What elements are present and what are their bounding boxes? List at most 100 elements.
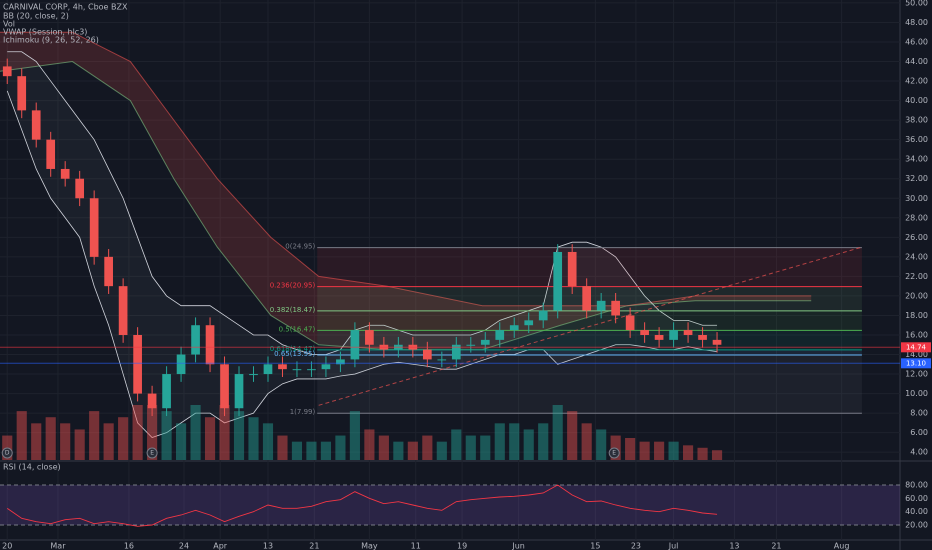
x-tick-label: May bbox=[361, 542, 378, 550]
candle-body bbox=[683, 330, 693, 335]
volume-bar bbox=[103, 423, 114, 460]
y-tick-label: 24.00 bbox=[905, 252, 928, 261]
candle-body bbox=[336, 359, 345, 365]
event-label: E bbox=[150, 450, 154, 457]
y-tick-label: 44.00 bbox=[905, 57, 928, 66]
volume-bar bbox=[335, 435, 346, 460]
candle-body bbox=[524, 320, 534, 326]
candle-body bbox=[654, 334, 664, 340]
x-tick-label: Apr bbox=[213, 542, 228, 550]
x-tick-label: Jun bbox=[511, 542, 525, 550]
chart-title: CARNIVAL CORP, 4h, Cboe BZX bbox=[3, 3, 128, 12]
volume-bar bbox=[711, 450, 723, 460]
bb-fill bbox=[7, 51, 718, 438]
y-tick-label: 28.00 bbox=[905, 213, 928, 222]
volume-bar bbox=[190, 405, 201, 460]
x-tick-label: 16 bbox=[124, 542, 134, 550]
volume-bar bbox=[436, 441, 447, 460]
candle-body bbox=[220, 364, 229, 409]
y-tick-label: 40.00 bbox=[905, 96, 928, 105]
volume-bar bbox=[147, 405, 158, 460]
candle-body bbox=[437, 359, 447, 361]
price-tag-label: 13.10 bbox=[906, 359, 926, 367]
candle-body bbox=[712, 339, 722, 345]
volume-bar bbox=[581, 423, 592, 460]
candle-body bbox=[2, 66, 12, 77]
y-tick-label: 6.00 bbox=[910, 428, 928, 437]
volume-bar bbox=[407, 441, 418, 460]
y-tick-label: 4.00 bbox=[910, 448, 928, 457]
event-label: E bbox=[612, 450, 616, 457]
trend-line bbox=[318, 246, 863, 406]
event-label: D bbox=[5, 450, 10, 457]
volume-bar bbox=[683, 445, 694, 460]
indicator-label: BB (20, close, 2) bbox=[3, 12, 69, 21]
volume-bar bbox=[118, 417, 129, 460]
x-tick-label: 21 bbox=[309, 542, 319, 550]
indicator-label: VWAP (Session, hlc3) bbox=[3, 28, 87, 37]
candle-body bbox=[89, 198, 99, 257]
x-tick-label: 24 bbox=[179, 542, 189, 550]
y-tick-label: 32.00 bbox=[905, 174, 928, 183]
candle-body bbox=[509, 325, 519, 331]
price-tag bbox=[901, 342, 931, 353]
fib-label: 0.618(14.47) bbox=[270, 345, 316, 353]
candle-body bbox=[191, 325, 200, 355]
bb-lower bbox=[6, 90, 718, 438]
volume-bar bbox=[233, 411, 245, 460]
y-tick-label: 38.00 bbox=[905, 116, 928, 125]
rsi-tick-label: 60.00 bbox=[905, 494, 928, 503]
volume-bar bbox=[31, 423, 42, 460]
candle-body bbox=[75, 178, 85, 199]
volume-bar bbox=[494, 423, 505, 460]
x-tick-label: 20 bbox=[2, 542, 12, 550]
y-tick-label: 8.00 bbox=[910, 409, 928, 418]
candle-body bbox=[133, 334, 142, 394]
volume-bar bbox=[451, 429, 462, 460]
volume-bar bbox=[465, 435, 476, 460]
fib-label: 0(24.95) bbox=[285, 243, 315, 251]
fib-label: 0.236(20.95) bbox=[270, 282, 316, 290]
volume-bar bbox=[248, 417, 259, 460]
volume-bar bbox=[697, 447, 708, 460]
candle-body bbox=[104, 256, 113, 287]
volume-bar bbox=[668, 441, 679, 460]
fib-zone bbox=[317, 247, 862, 287]
rsi-line bbox=[6, 484, 718, 527]
y-tick-label: 26.00 bbox=[905, 233, 928, 242]
fib-label: 0.382(18.47) bbox=[270, 306, 316, 314]
indicator-label: Ichimoku (9, 26, 52, 26) bbox=[3, 36, 99, 45]
volume-bar bbox=[567, 411, 578, 460]
volume-bar bbox=[538, 423, 549, 460]
y-tick-label: 42.00 bbox=[905, 77, 928, 86]
fib-label: 0.65(13.95) bbox=[274, 350, 315, 358]
y-tick-label: 50.00 bbox=[905, 0, 928, 7]
candle-body bbox=[611, 300, 620, 316]
span-b bbox=[0, 31, 812, 307]
candle-body bbox=[263, 364, 273, 375]
x-tick-label: Aug bbox=[834, 542, 850, 550]
volume-bar bbox=[393, 441, 404, 460]
x-tick-label: 13 bbox=[729, 542, 739, 550]
candle-body bbox=[278, 364, 287, 370]
candle-body bbox=[553, 251, 563, 311]
y-tick-label: 18.00 bbox=[905, 311, 928, 320]
ichimoku-cloud bbox=[0, 32, 812, 350]
y-tick-label: 48.00 bbox=[905, 18, 928, 27]
event-marker bbox=[146, 447, 158, 459]
candle-body bbox=[538, 310, 548, 321]
fib-label: 1(7.99) bbox=[290, 408, 316, 416]
x-tick-label: 21 bbox=[771, 542, 781, 550]
rsi-tick-label: 80.00 bbox=[905, 481, 928, 490]
y-tick-label: 22.00 bbox=[905, 272, 928, 281]
volume-bar bbox=[176, 423, 187, 460]
x-tick-label: 23 bbox=[631, 542, 641, 550]
fib-zone bbox=[317, 355, 862, 414]
candle-body bbox=[596, 300, 606, 311]
event-marker bbox=[1, 447, 13, 459]
x-tick-label: 15 bbox=[590, 542, 600, 550]
candle-body bbox=[118, 286, 128, 335]
candle-body bbox=[60, 168, 70, 179]
fib-zone bbox=[317, 349, 862, 356]
candle-body bbox=[205, 325, 215, 365]
